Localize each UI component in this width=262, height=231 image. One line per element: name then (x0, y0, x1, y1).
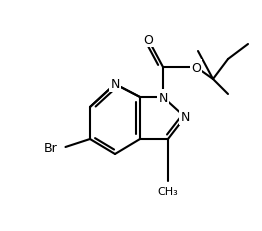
Text: N: N (158, 91, 168, 104)
Text: N: N (180, 111, 190, 124)
Text: O: O (143, 33, 153, 46)
Text: O: O (191, 61, 201, 74)
Text: N: N (110, 78, 120, 91)
Text: CH₃: CH₃ (158, 186, 178, 196)
Text: Br: Br (44, 141, 58, 154)
